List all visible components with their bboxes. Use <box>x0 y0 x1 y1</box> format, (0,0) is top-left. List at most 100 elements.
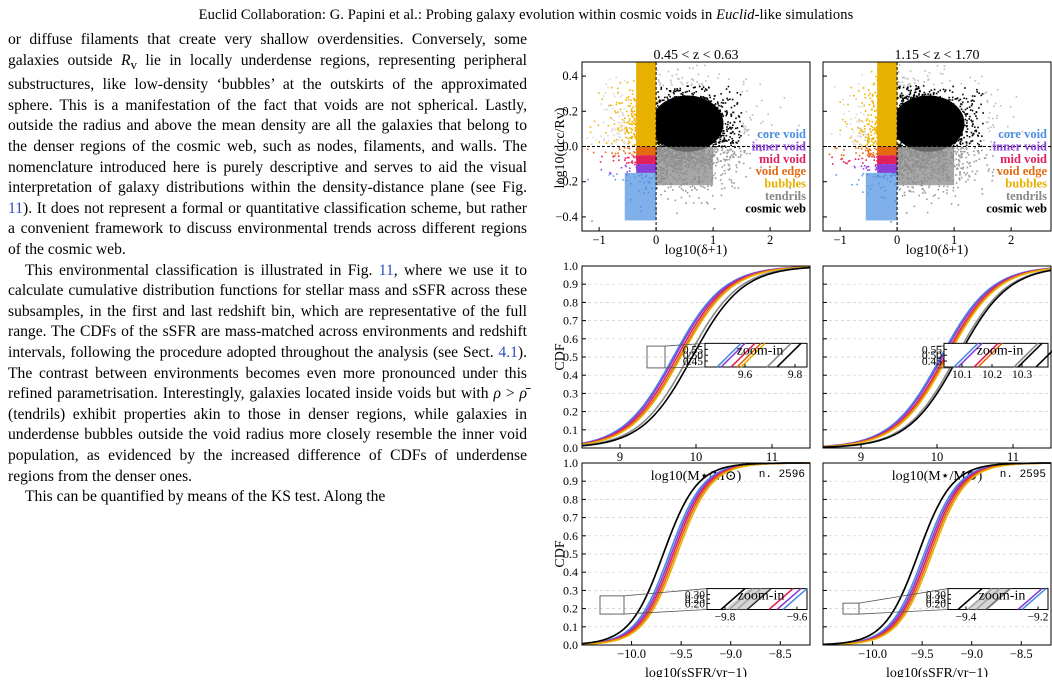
scatter-point <box>609 172 611 174</box>
scatter-point <box>610 104 612 106</box>
scatter-point <box>729 91 731 93</box>
scatter-point <box>722 132 724 134</box>
scatter-point <box>717 103 719 105</box>
scatter-point <box>659 74 661 76</box>
scatter-point <box>861 165 863 167</box>
scatter-point <box>603 95 605 97</box>
scatter-point <box>668 94 670 96</box>
scatter-point <box>855 140 857 142</box>
scatter-point <box>619 147 621 149</box>
cosmic-web-core <box>651 95 723 151</box>
scatter-point <box>715 148 717 150</box>
scatter-point <box>704 97 706 99</box>
scatter-point <box>738 187 740 189</box>
scatter-point <box>977 127 979 129</box>
scatter-point <box>966 120 968 122</box>
scatter-point <box>713 98 715 100</box>
scatter-point <box>731 138 733 140</box>
scatter-point <box>875 122 877 124</box>
scatter-point <box>970 141 972 143</box>
scatter-point <box>626 97 628 99</box>
scatter-point <box>615 141 617 143</box>
scatter-point <box>721 183 723 185</box>
scatter-point <box>723 158 725 160</box>
scatter-point <box>628 140 630 142</box>
scatter-point <box>969 136 971 138</box>
scatter-point <box>723 130 725 132</box>
scatter-point <box>869 93 871 95</box>
scatter-point <box>963 112 965 114</box>
scatter-point <box>974 95 976 97</box>
scatter-point <box>922 192 924 194</box>
scatter-point <box>633 155 635 157</box>
scatter-point <box>992 175 994 177</box>
scatter-point <box>965 109 967 111</box>
y-tick-label: −0.4 <box>555 210 578 224</box>
scatter-point <box>970 119 972 121</box>
scatter-point <box>616 104 618 106</box>
scatter-point <box>725 111 727 113</box>
scatter-point <box>956 147 958 149</box>
scatter-point <box>634 164 636 166</box>
scatter-point <box>703 86 705 88</box>
scatter-point <box>759 84 761 86</box>
scatter-point <box>972 121 974 123</box>
scatter-point <box>863 87 865 89</box>
scatter-point <box>831 133 833 135</box>
scatter-point <box>615 77 617 79</box>
scatter-point <box>858 83 860 85</box>
scatter-point <box>623 141 625 143</box>
scatter-point <box>957 151 959 153</box>
scatter-point <box>965 115 967 117</box>
scatter-point <box>691 78 693 80</box>
scatter-point <box>633 116 635 118</box>
scatter-point <box>966 98 968 100</box>
scatter-point <box>613 140 615 142</box>
scatter-point <box>869 155 871 157</box>
scatter-point <box>958 149 960 151</box>
scatter-point <box>659 101 661 103</box>
scatter-point <box>726 112 728 114</box>
body-text-column: or diffuse filaments that create very sh… <box>8 30 527 508</box>
scatter-point <box>744 131 746 133</box>
scatter-point <box>959 171 961 173</box>
scatter-point <box>989 130 991 132</box>
scatter-point <box>860 112 862 114</box>
scatter-point <box>976 171 978 173</box>
scatter-point <box>634 152 636 154</box>
scatter-point <box>606 142 608 144</box>
scatter-point <box>621 125 623 127</box>
scatter-point <box>726 130 728 132</box>
scatter-point <box>692 185 694 187</box>
scatter-point <box>633 80 635 82</box>
scatter-point <box>619 130 621 132</box>
paragraph-3: This can be quantified by means of the K… <box>8 487 527 508</box>
scatter-point <box>933 195 935 197</box>
scatter-point <box>628 115 630 117</box>
scatter-point <box>862 122 864 124</box>
scatter-point <box>965 131 967 133</box>
scatter-point <box>971 132 973 134</box>
scatter-point <box>987 101 989 103</box>
paragraph-1: or diffuse filaments that create very sh… <box>8 30 527 261</box>
scatter-point <box>956 158 958 160</box>
scatter-point <box>966 148 968 150</box>
scatter-point <box>611 87 613 89</box>
scatter-point <box>858 127 860 129</box>
scatter-point <box>924 190 926 192</box>
scatter-point <box>875 76 877 78</box>
scatter-point <box>872 121 874 123</box>
scatter-point <box>975 80 977 82</box>
scatter-point <box>963 137 965 139</box>
scatter-point <box>988 168 990 170</box>
scatter-point <box>612 118 614 120</box>
scatter-point <box>728 86 730 88</box>
scatter-point <box>621 167 623 169</box>
scatter-point <box>601 98 603 100</box>
scatter-point <box>863 114 865 116</box>
scatter-point <box>909 83 911 85</box>
scatter-point <box>748 134 750 136</box>
scatter-point <box>899 81 901 83</box>
scatter-point <box>873 104 875 106</box>
